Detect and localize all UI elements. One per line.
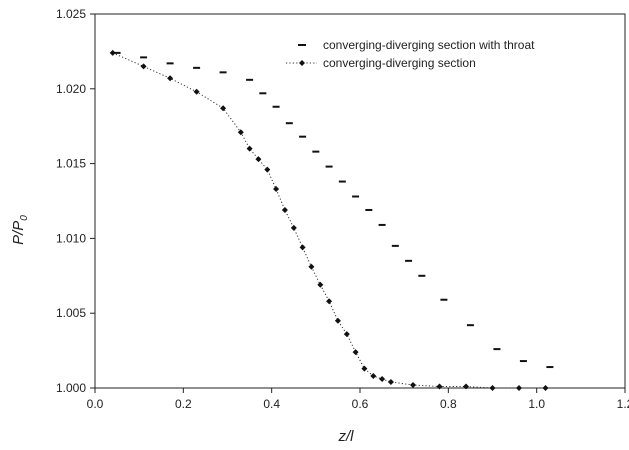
series-2-point	[334, 317, 341, 324]
y-axis-ticks: 1.000 1.005 1.010 1.015 1.020 1.025	[56, 7, 95, 395]
series-2-point	[516, 385, 522, 391]
x-tick-label: 0.0	[87, 397, 104, 411]
series-2-point	[299, 244, 306, 251]
series-2-point	[167, 75, 174, 82]
series-2-point	[379, 376, 386, 382]
series-2-point	[290, 224, 297, 231]
y-axis-title-subscript: 0	[19, 215, 30, 221]
series-2-point	[246, 145, 253, 152]
series-2-dotted-line	[112, 52, 546, 389]
x-tick-label: 0.2	[175, 397, 192, 411]
series-2-point	[352, 349, 359, 356]
legend-label-series-2: converging-diverging section	[323, 56, 476, 70]
series-2-point	[542, 385, 549, 391]
series-2-point	[463, 383, 469, 390]
x-tick-label: 0.8	[440, 397, 457, 411]
x-axis-ticks: 0.0 0.2 0.4 0.6 0.8 1.0 1.2	[87, 388, 629, 411]
legend-marker-series-2	[299, 60, 305, 66]
plot-frame	[94, 13, 626, 389]
series-2-point	[255, 156, 262, 163]
series-2-point	[109, 49, 116, 56]
series-2-point	[220, 105, 227, 112]
series-2-point	[140, 63, 147, 70]
series-2-point	[489, 385, 496, 391]
y-axis-title-main: P/P	[10, 221, 27, 245]
series-2-point	[237, 129, 244, 136]
y-tick-label: 1.025	[56, 7, 86, 21]
series-2-point	[370, 373, 377, 379]
series-2-point	[264, 166, 271, 173]
y-tick-label: 1.015	[56, 157, 86, 171]
y-axis-title: P/P0	[10, 215, 30, 245]
series-2-point	[410, 382, 416, 388]
x-axis-title: z/l	[338, 428, 355, 445]
series-1-points	[113, 51, 554, 369]
x-tick-label: 1.2	[617, 397, 629, 411]
series-2-points	[109, 49, 549, 391]
x-tick-label: 0.4	[263, 397, 280, 411]
series-2-point	[308, 263, 315, 270]
y-tick-label: 1.005	[56, 306, 86, 320]
legend: converging-diverging section with throat…	[286, 38, 535, 70]
x-tick-label: 0.6	[352, 397, 369, 411]
series-2-point	[317, 281, 324, 288]
series-2-point	[281, 207, 288, 213]
y-tick-label: 1.020	[56, 82, 86, 96]
series-2-point	[273, 186, 280, 192]
series-2-point	[343, 331, 350, 338]
series-2-point	[193, 88, 200, 95]
series-2-point	[387, 379, 394, 385]
series-2-point	[361, 365, 368, 372]
series-2-point	[326, 298, 333, 305]
y-tick-label: 1.000	[56, 381, 86, 395]
y-tick-label: 1.010	[56, 231, 86, 245]
legend-label-series-1: converging-diverging section with throat	[323, 38, 535, 52]
x-tick-label: 1.0	[528, 397, 545, 411]
series-2-point	[436, 383, 443, 390]
